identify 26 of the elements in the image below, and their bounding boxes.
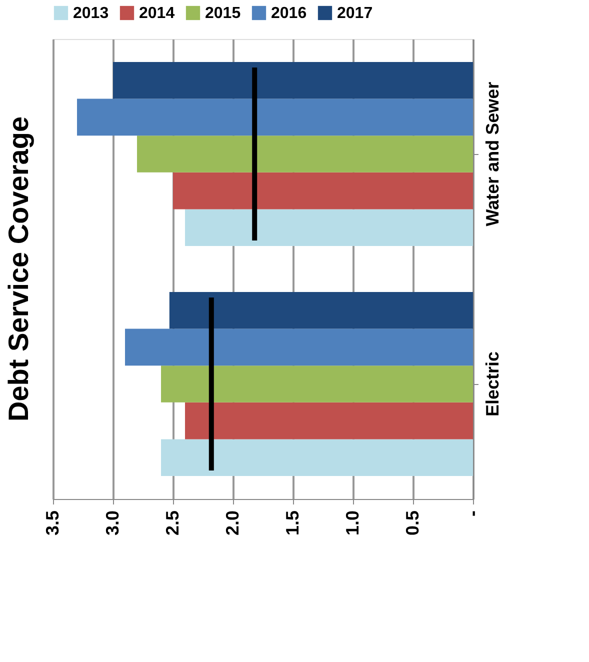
bar [169, 292, 473, 329]
x-tick-label: 1.0 [342, 510, 362, 536]
text: Debt Service Coverage [3, 116, 34, 422]
y-tick-label: Water and Sewer [482, 82, 502, 226]
bar [185, 402, 473, 440]
bar [125, 328, 473, 366]
bar [113, 62, 473, 99]
x-tick-label: 0.5 [402, 510, 422, 536]
legend-label: 2015 [205, 5, 241, 22]
bar [161, 439, 473, 476]
legend-label: 2016 [271, 5, 307, 22]
bar [77, 98, 473, 136]
x-tick-label: 2.5 [162, 510, 182, 536]
y-tick-label: Electric [482, 351, 502, 417]
x-tick-label: - [462, 510, 482, 516]
x-tick-label: 3.5 [42, 510, 62, 536]
legend-label: 2017 [337, 5, 373, 22]
bar [173, 172, 473, 210]
bar [137, 136, 473, 172]
legend-label: 2013 [73, 5, 109, 22]
bar [185, 209, 473, 246]
legend-label: 2014 [139, 5, 175, 22]
x-tick-label: 3.0 [102, 510, 122, 536]
x-tick-label: 1.5 [282, 510, 302, 536]
x-tick-label: 2.0 [222, 510, 242, 536]
bar [161, 366, 473, 402]
